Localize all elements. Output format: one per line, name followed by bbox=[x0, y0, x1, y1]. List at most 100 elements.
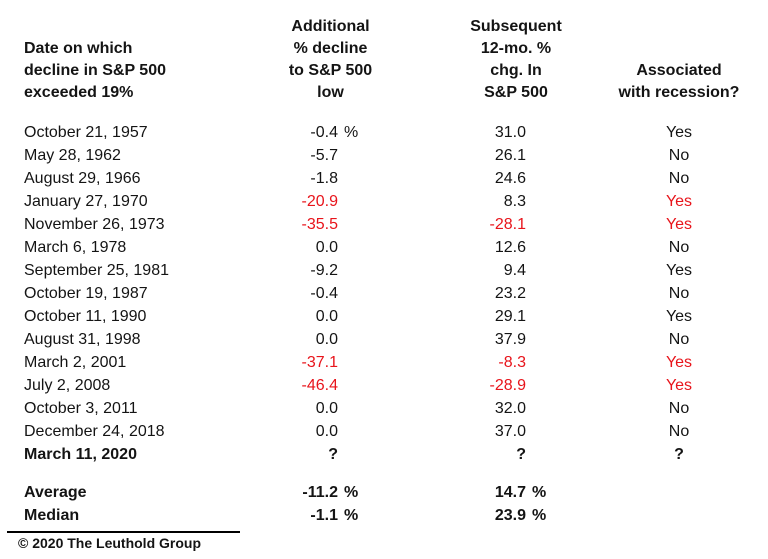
column-header-additional-decline: Additional % decline to S&P 500 low bbox=[237, 16, 372, 104]
additional-decline-cell: 0.0 bbox=[237, 420, 362, 443]
change-value: -28.1 bbox=[489, 216, 526, 233]
date-label: August 29, 1966 bbox=[24, 170, 141, 187]
recession-cell: No bbox=[571, 397, 768, 420]
decline-value: -37.1 bbox=[301, 354, 338, 371]
additional-decline-cell: -0.4 bbox=[237, 282, 362, 305]
additional-decline-cell: -46.4 bbox=[237, 374, 362, 397]
subsequent-change-cell: 8.3 bbox=[362, 190, 550, 213]
median-decline-cell: -1.1% bbox=[237, 504, 362, 527]
date-label: August 31, 1998 bbox=[24, 331, 141, 348]
date-cell: March 11, 2020 bbox=[24, 443, 237, 466]
table-row: August 29, 1966 -1.8 24.6 No bbox=[24, 167, 768, 190]
recession-cell: ? bbox=[571, 443, 768, 466]
percent-suffix bbox=[526, 351, 550, 374]
summary-section: Average -11.2% 14.7% Median -1.1% 23.9% bbox=[24, 481, 768, 527]
date-cell: January 27, 1970 bbox=[24, 190, 237, 213]
subsequent-change-cell: ? bbox=[362, 443, 550, 466]
additional-decline-cell: 0.0 bbox=[237, 305, 362, 328]
change-value: 37.0 bbox=[494, 423, 526, 440]
date-label: July 2, 2008 bbox=[24, 377, 111, 394]
change-value: 29.1 bbox=[494, 308, 526, 325]
percent-suffix bbox=[338, 213, 362, 236]
copyright-text: © 2020 The Leuthold Group bbox=[18, 535, 201, 551]
header-line: low bbox=[317, 84, 344, 101]
table-row: October 19, 1987 -0.4 23.2 No bbox=[24, 282, 768, 305]
subsequent-change-cell: 37.9 bbox=[362, 328, 550, 351]
recession-value: Yes bbox=[665, 124, 693, 141]
percent-suffix: % bbox=[344, 484, 359, 501]
recession-value: No bbox=[668, 170, 690, 187]
recession-cell: No bbox=[571, 328, 768, 351]
decline-value: 0.0 bbox=[315, 239, 338, 256]
date-cell: October 21, 1957 bbox=[24, 121, 237, 144]
percent-suffix: % bbox=[344, 124, 359, 141]
recession-value: No bbox=[668, 285, 690, 302]
decline-value: 0.0 bbox=[315, 308, 338, 325]
table-row: October 3, 2011 0.0 32.0 No bbox=[24, 397, 768, 420]
change-value: -8.3 bbox=[498, 354, 526, 371]
recession-value: No bbox=[668, 331, 690, 348]
percent-suffix bbox=[338, 397, 362, 420]
header-line: 12-mo. % bbox=[480, 40, 552, 57]
percent-suffix bbox=[526, 259, 550, 282]
decline-value: 0.0 bbox=[315, 423, 338, 440]
change-value: 31.0 bbox=[494, 124, 526, 141]
additional-decline-cell: ? bbox=[237, 443, 362, 466]
subsequent-change-cell: 23.2 bbox=[362, 282, 550, 305]
column-header-date: Date on which decline in S&P 500 exceede… bbox=[24, 38, 237, 104]
summary-row-average: Average -11.2% 14.7% bbox=[24, 481, 768, 504]
recession-cell: No bbox=[571, 282, 768, 305]
decline-value: -0.4 bbox=[310, 285, 338, 302]
average-decline-value: -11.2 bbox=[302, 484, 338, 501]
average-change-cell: 14.7% bbox=[362, 481, 550, 504]
date-cell: December 24, 2018 bbox=[24, 420, 237, 443]
recession-value: Yes bbox=[665, 377, 693, 394]
date-label: October 19, 1987 bbox=[24, 285, 148, 302]
percent-suffix: % bbox=[532, 484, 547, 501]
subsequent-change-cell: -28.9 bbox=[362, 374, 550, 397]
percent-suffix bbox=[526, 305, 550, 328]
additional-decline-cell: 0.0 bbox=[237, 236, 362, 259]
header-line: with recession? bbox=[618, 84, 740, 101]
percent-suffix bbox=[338, 328, 362, 351]
change-value: -28.9 bbox=[489, 377, 526, 394]
date-cell: May 28, 1962 bbox=[24, 144, 237, 167]
subsequent-change-cell: 29.1 bbox=[362, 305, 550, 328]
percent-suffix bbox=[526, 397, 550, 420]
recession-value: Yes bbox=[665, 354, 693, 371]
recession-cell: No bbox=[571, 167, 768, 190]
table-row: March 2, 2001 -37.1 -8.3 Yes bbox=[24, 351, 768, 374]
table-row: May 28, 1962 -5.7 26.1 No bbox=[24, 144, 768, 167]
column-header-subsequent-change: Subsequent 12-mo. % chg. In S&P 500 bbox=[362, 16, 562, 104]
header-line: Additional bbox=[291, 18, 370, 35]
date-label: March 11, 2020 bbox=[24, 446, 137, 463]
table-row: October 11, 1990 0.0 29.1 Yes bbox=[24, 305, 768, 328]
table-header: Date on which decline in S&P 500 exceede… bbox=[24, 0, 768, 104]
date-cell: October 19, 1987 bbox=[24, 282, 237, 305]
decline-value: -1.8 bbox=[310, 170, 338, 187]
table-row: January 27, 1970 -20.9 8.3 Yes bbox=[24, 190, 768, 213]
decline-value: -9.2 bbox=[310, 262, 338, 279]
additional-decline-cell: -1.8 bbox=[237, 167, 362, 190]
percent-suffix bbox=[526, 190, 550, 213]
recession-cell: No bbox=[571, 236, 768, 259]
change-value: 26.1 bbox=[494, 147, 526, 164]
divider-line bbox=[7, 531, 240, 533]
recession-cell: Yes bbox=[571, 351, 768, 374]
table-row: October 21, 1957 -0.4% 31.0 Yes bbox=[24, 121, 768, 144]
change-value: 23.2 bbox=[494, 285, 526, 302]
header-line: decline in S&P 500 bbox=[24, 62, 166, 79]
summary-label: Median bbox=[24, 507, 80, 524]
change-value: 8.3 bbox=[503, 193, 526, 210]
summary-row-median: Median -1.1% 23.9% bbox=[24, 504, 768, 527]
date-label: March 2, 2001 bbox=[24, 354, 127, 371]
median-change-cell: 23.9% bbox=[362, 504, 550, 527]
additional-decline-cell: -9.2 bbox=[237, 259, 362, 282]
table-row: July 2, 2008 -46.4 -28.9 Yes bbox=[24, 374, 768, 397]
additional-decline-cell: -0.4% bbox=[237, 121, 362, 144]
percent-suffix bbox=[526, 420, 550, 443]
date-cell: March 6, 1978 bbox=[24, 236, 237, 259]
recession-cell: No bbox=[571, 144, 768, 167]
table-row: March 6, 1978 0.0 12.6 No bbox=[24, 236, 768, 259]
